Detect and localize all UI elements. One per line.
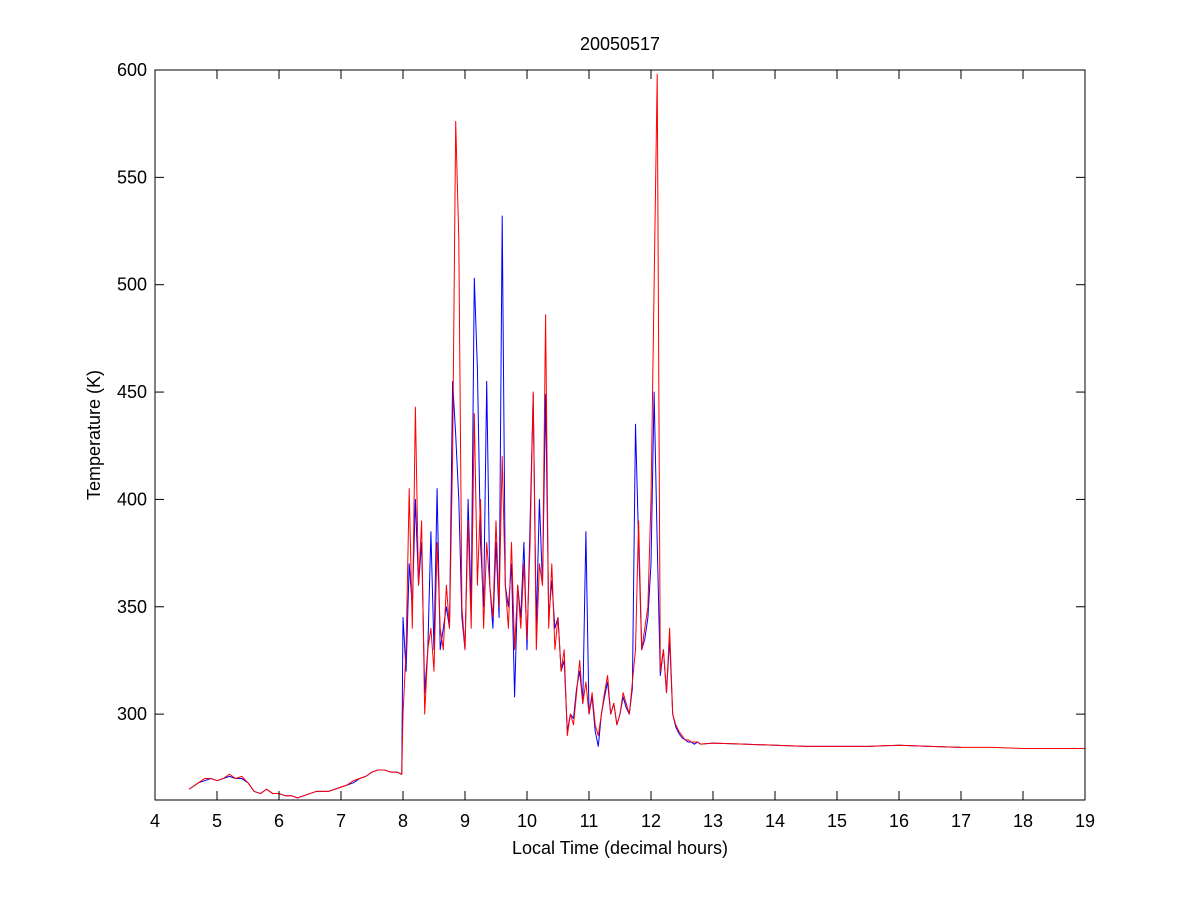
- x-tick-label: 4: [150, 811, 160, 831]
- x-axis-label: Local Time (decimal hours): [512, 838, 728, 858]
- y-tick-label: 300: [117, 704, 147, 724]
- x-tick-label: 5: [212, 811, 222, 831]
- x-tick-label: 6: [274, 811, 284, 831]
- chart-title: 20050517: [580, 34, 660, 54]
- x-tick-label: 18: [1013, 811, 1033, 831]
- y-tick-label: 350: [117, 597, 147, 617]
- x-tick-label: 13: [703, 811, 723, 831]
- x-tick-label: 14: [765, 811, 785, 831]
- x-tick-label: 7: [336, 811, 346, 831]
- y-tick-label: 600: [117, 60, 147, 80]
- y-tick-label: 400: [117, 489, 147, 509]
- x-tick-label: 17: [951, 811, 971, 831]
- x-tick-label: 16: [889, 811, 909, 831]
- x-tick-label: 12: [641, 811, 661, 831]
- x-tick-label: 19: [1075, 811, 1095, 831]
- x-tick-label: 15: [827, 811, 847, 831]
- y-tick-label: 450: [117, 382, 147, 402]
- x-tick-label: 10: [517, 811, 537, 831]
- y-axis-label: Temperature (K): [84, 370, 104, 500]
- x-tick-label: 9: [460, 811, 470, 831]
- y-tick-label: 500: [117, 275, 147, 295]
- x-tick-label: 8: [398, 811, 408, 831]
- plot-frame: [154, 69, 1086, 801]
- x-tick-label: 11: [580, 811, 599, 831]
- y-tick-label: 550: [117, 167, 147, 187]
- data-line: [188, 73, 1085, 799]
